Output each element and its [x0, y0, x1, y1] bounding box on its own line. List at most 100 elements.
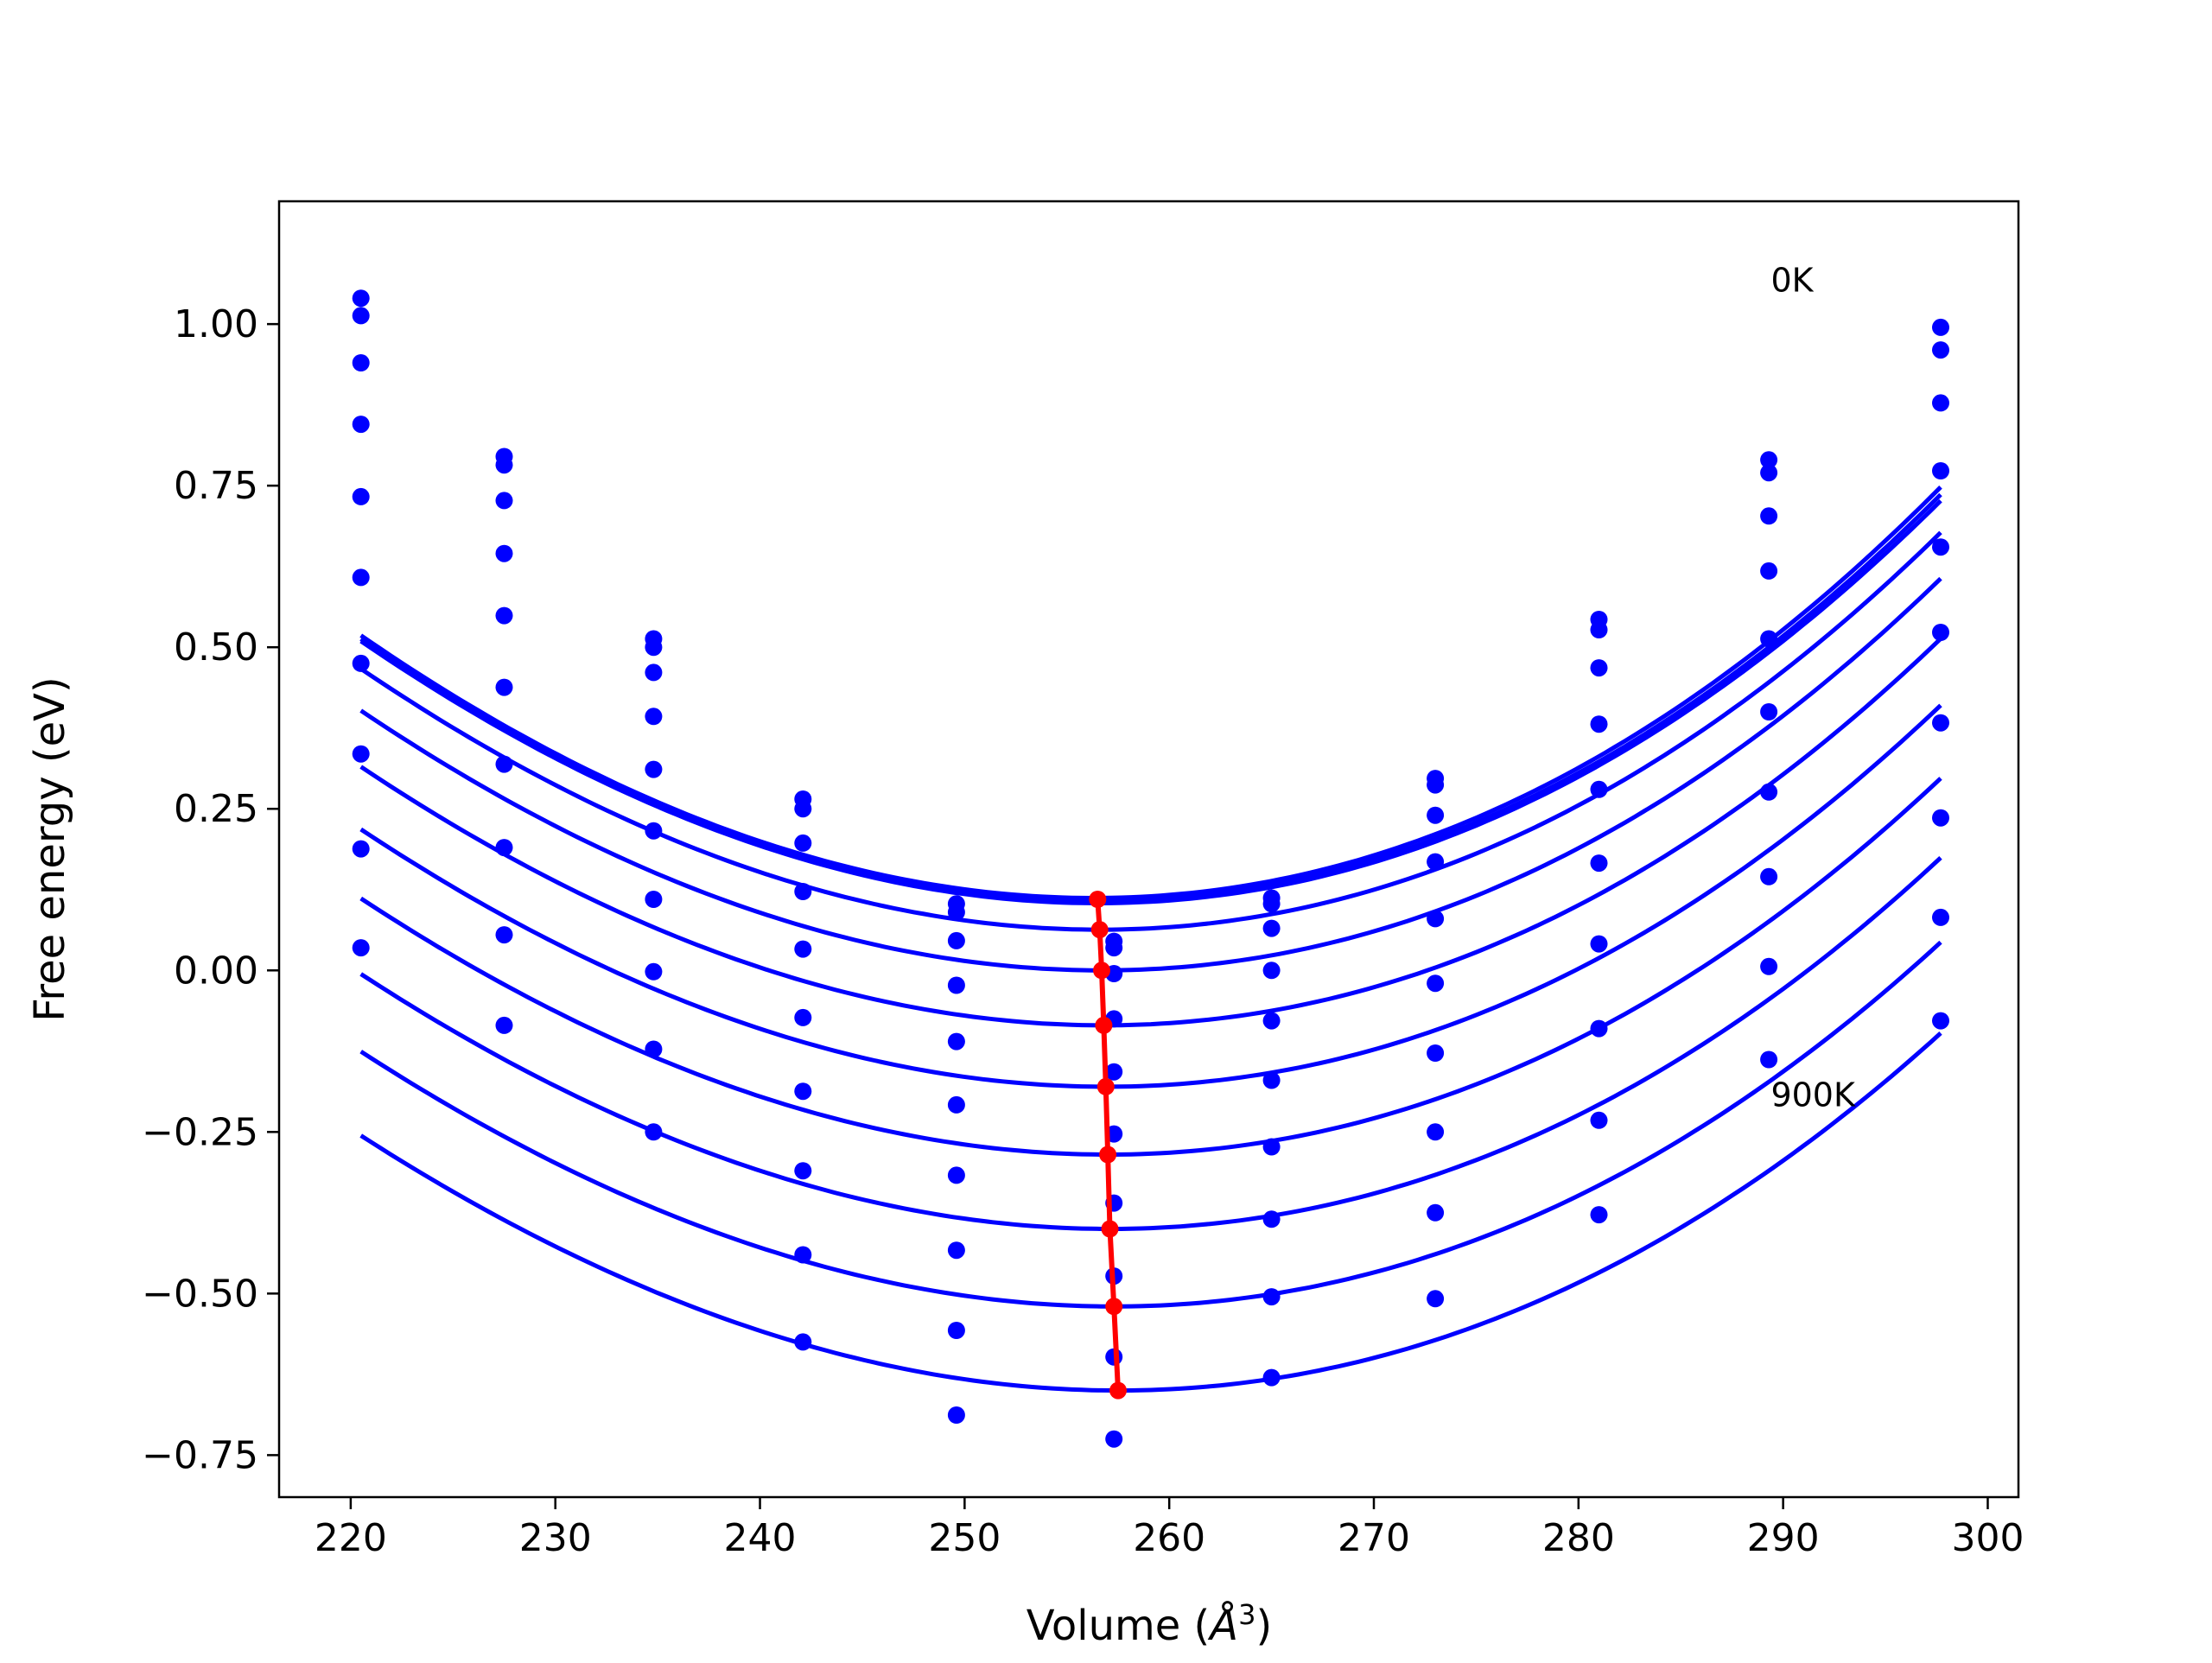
data-point-4-4 [947, 1032, 965, 1050]
data-point-8-8 [1590, 1111, 1608, 1129]
data-point-7-2 [1427, 806, 1445, 824]
data-point-4-9 [947, 1406, 965, 1424]
data-point-6-1 [1262, 895, 1281, 913]
fit-curve-2 [359, 498, 1942, 906]
data-point-7-7 [1427, 1123, 1445, 1141]
data-point-4-6 [947, 1166, 965, 1184]
plot-area [352, 289, 1949, 1448]
data-point-4-5 [947, 1095, 965, 1114]
data-point-9-8 [1760, 957, 1778, 975]
data-point-6-4 [1262, 1012, 1281, 1030]
data-point-7-8 [1427, 1203, 1445, 1222]
fit-curve-9 [359, 940, 1942, 1309]
data-point-0-8 [352, 840, 370, 858]
data-point-9-6 [1760, 783, 1778, 801]
data-point-8-4 [1590, 780, 1608, 798]
y-tick-label-4: 0.00 [174, 949, 258, 993]
data-point-8-6 [1590, 935, 1608, 953]
x-tick-label-1: 230 [519, 1516, 592, 1560]
data-point-10-5 [1932, 624, 1949, 641]
data-point-4-1 [947, 903, 965, 921]
ticks-layer: 220 230 240 250 260 270 280 290 300 1.00 0.75 0.50 0… [142, 302, 2024, 1560]
data-point-1-3 [495, 544, 513, 562]
data-point-8-3 [1590, 715, 1608, 733]
data-point-5-9 [1105, 1430, 1123, 1448]
data-point-8-7 [1590, 1019, 1608, 1038]
fit-curve-0 [359, 486, 1942, 901]
minimum-point-6 [1101, 1220, 1119, 1238]
x-axis-label-text: Volume ( [1027, 1602, 1211, 1650]
data-point-4-7 [947, 1241, 965, 1260]
data-point-9-7 [1760, 867, 1778, 885]
data-point-9-3 [1760, 562, 1778, 580]
data-point-6-8 [1262, 1288, 1281, 1306]
data-point-9-4 [1760, 630, 1778, 648]
data-point-10-6 [1932, 714, 1949, 732]
fit-curve-8 [359, 856, 1942, 1231]
data-point-10-2 [1932, 394, 1949, 412]
x-tick-label-8: 300 [1951, 1516, 2024, 1560]
data-point-2-3 [645, 708, 663, 726]
y-tick-label-0: 1.00 [174, 302, 258, 346]
data-point-0-5 [352, 568, 370, 587]
curve-annotation-0: 0K [1770, 262, 1814, 300]
data-point-0-0 [352, 289, 370, 308]
data-point-7-6 [1427, 1044, 1445, 1062]
data-point-0-4 [352, 487, 370, 505]
x-tick-label-4: 260 [1133, 1516, 1205, 1560]
data-point-2-1 [645, 638, 663, 657]
data-point-1-9 [495, 1016, 513, 1034]
y-tick-label-7: −0.75 [142, 1433, 258, 1477]
data-point-3-8 [794, 1246, 812, 1264]
data-point-9-1 [1760, 464, 1778, 482]
data-point-5-4 [1105, 1063, 1123, 1081]
data-point-3-5 [794, 1008, 812, 1026]
data-point-4-3 [947, 976, 965, 994]
x-tick-label-3: 250 [928, 1516, 1001, 1560]
data-point-7-3 [1427, 853, 1445, 871]
data-point-9-0 [1760, 451, 1778, 469]
data-point-10-8 [1932, 908, 1949, 926]
fit-curve-7 [359, 777, 1942, 1157]
data-point-9-5 [1760, 703, 1778, 720]
data-point-3-3 [794, 883, 812, 900]
data-point-3-6 [794, 1082, 812, 1101]
minimum-point-2 [1093, 962, 1110, 980]
x-axis-label: Volume (Å3) [1027, 1598, 1272, 1650]
fit-curve-4 [359, 576, 1942, 973]
data-point-1-5 [495, 678, 513, 696]
y-axis-label: Free energy (eV) [26, 676, 74, 1021]
data-point-1-7 [495, 839, 513, 857]
data-point-10-7 [1932, 809, 1949, 827]
data-point-7-5 [1427, 974, 1445, 993]
data-point-10-3 [1932, 462, 1949, 479]
data-point-2-5 [645, 822, 663, 840]
data-point-6-2 [1262, 919, 1281, 937]
y-tick-label-5: −0.25 [142, 1110, 258, 1154]
data-point-10-4 [1932, 538, 1949, 556]
data-point-0-7 [352, 745, 370, 763]
fit-curve-6 [359, 703, 1942, 1089]
x-tick-label-7: 290 [1747, 1516, 1820, 1560]
data-point-2-7 [645, 962, 663, 981]
x-axis-label-exponent: 3 [1238, 1598, 1255, 1631]
minimum-point-3 [1095, 1016, 1113, 1034]
data-point-8-1 [1590, 621, 1608, 638]
data-point-0-6 [352, 654, 370, 672]
minimum-point-7 [1105, 1298, 1123, 1316]
x-tick-label-2: 240 [724, 1516, 797, 1560]
data-point-2-4 [645, 760, 663, 778]
x-tick-label-6: 280 [1542, 1516, 1615, 1560]
data-point-10-0 [1932, 318, 1949, 336]
data-point-1-4 [495, 606, 513, 625]
data-point-4-2 [947, 931, 965, 949]
data-point-5-1 [1105, 939, 1123, 957]
x-axis-label-unit: Å [1207, 1601, 1238, 1650]
data-point-3-9 [794, 1333, 812, 1351]
fit-curve-3 [359, 530, 1942, 932]
data-point-3-4 [794, 940, 812, 958]
data-point-6-9 [1262, 1368, 1281, 1387]
